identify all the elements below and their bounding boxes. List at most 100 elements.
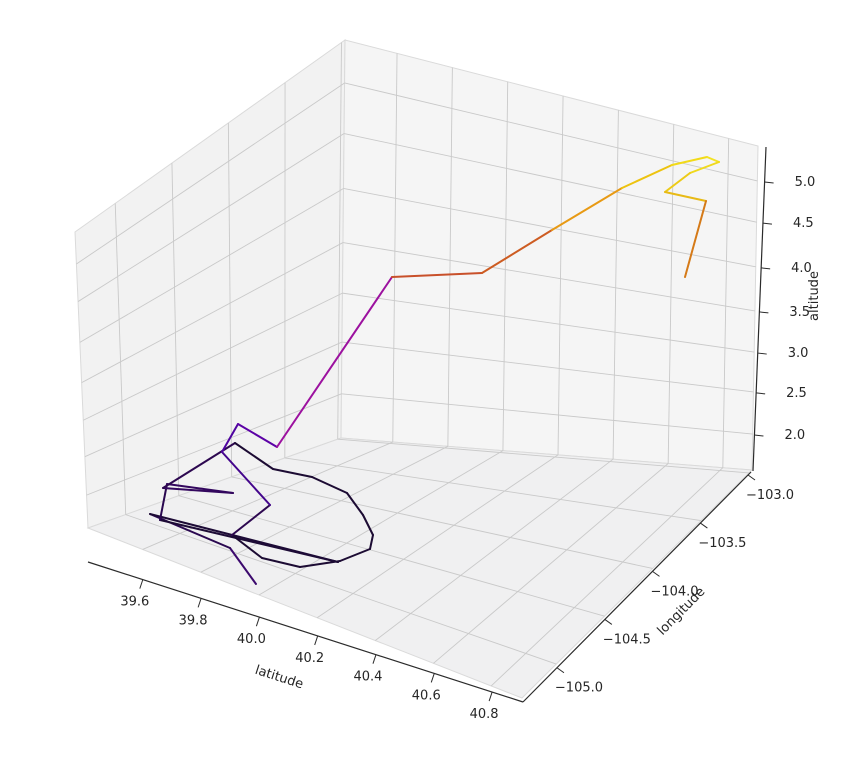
gridline-longitude: [178, 495, 605, 617]
y-tick-mark: [700, 522, 708, 529]
z-tick-label: 4.5: [793, 216, 814, 231]
gridline-altitude: [77, 133, 345, 302]
trajectory-segment: [221, 423, 239, 453]
x-tick-label: 40.8: [470, 707, 499, 722]
z-axis-spine: [752, 146, 767, 472]
trajectory-segment: [234, 442, 274, 470]
x-tick-label: 40.4: [353, 670, 382, 685]
x-tick-label: 40.2: [295, 651, 324, 666]
z-tick-label: 5.0: [795, 175, 816, 190]
trajectory-segment: [339, 548, 371, 562]
z-tick-mark: [756, 392, 766, 395]
x-tick-mark: [430, 673, 435, 683]
gridline-altitude: [83, 292, 343, 421]
gridline-altitude: [342, 242, 756, 312]
z-tick-mark: [761, 267, 771, 270]
gridline-longitude: [284, 457, 702, 522]
x-tick-mark: [314, 635, 319, 646]
gridline-latitude: [502, 81, 509, 451]
x-axis-spine: [87, 561, 524, 703]
y-tick-mark: [604, 619, 613, 625]
gridline-longitude: [231, 476, 653, 569]
gridline-latitude: [200, 445, 449, 573]
z-axis-label: altitude: [807, 271, 822, 321]
trajectory-segment: [221, 451, 271, 506]
gridline-latitude: [490, 467, 724, 687]
y-tick-mark: [652, 570, 660, 577]
z-tick-mark: [759, 311, 769, 314]
gridline-latitude: [557, 95, 564, 455]
gridline-altitude: [84, 341, 343, 458]
trajectory-segment: [231, 534, 263, 559]
z-tick-mark: [757, 352, 767, 355]
x-tick-label: 39.8: [179, 613, 208, 628]
trajectory-segment: [149, 513, 231, 549]
gridline-longitude: [114, 203, 127, 515]
gridline-latitude: [667, 124, 675, 464]
gridline-altitude: [81, 242, 344, 384]
gridline-longitude: [337, 438, 750, 474]
y-tick-label: −104.5: [603, 632, 651, 647]
gridline-altitude: [343, 188, 756, 268]
x-tick-mark: [139, 579, 144, 589]
gridline-longitude: [337, 42, 342, 440]
z-tick-label: 3.5: [789, 305, 810, 320]
gridline-latitude: [447, 67, 453, 447]
trajectory-segment: [299, 560, 341, 568]
gridline-longitude: [171, 163, 180, 496]
trajectory-segment: [481, 229, 553, 274]
gridline-altitude: [344, 82, 758, 182]
gridline-longitude: [227, 122, 233, 477]
y-tick-label: −103.5: [698, 536, 746, 551]
trajectory-segment: [159, 519, 339, 563]
x-tick-mark: [488, 691, 493, 702]
gridline-latitude: [612, 110, 619, 460]
y-tick-mark: [747, 474, 756, 481]
trajectory-segment: [671, 156, 708, 166]
gridline-latitude: [316, 454, 559, 619]
gridline-latitude: [722, 138, 730, 468]
trajectory-segment: [276, 276, 393, 448]
z-tick-mark: [762, 222, 773, 225]
z-tick-label: 4.0: [791, 261, 812, 276]
trajectory-segment: [369, 534, 374, 550]
x-tick-label: 40.6: [412, 688, 441, 703]
gridline-longitude: [125, 514, 557, 665]
trajectory-segment: [551, 187, 623, 231]
gridline-latitude: [142, 441, 393, 550]
trajectory-segment: [689, 161, 720, 174]
trajectory-segment: [159, 483, 168, 521]
trajectory-segment: [362, 514, 374, 536]
gridline-latitude: [258, 450, 504, 596]
z-tick-label: 2.5: [786, 386, 807, 401]
gridline-altitude: [342, 292, 755, 353]
x-tick-label: 39.6: [120, 595, 149, 610]
y-tick-label: −103.0: [746, 488, 794, 503]
x-tick-mark: [372, 654, 377, 664]
x-axis-label: latitude: [253, 663, 305, 693]
z-tick-label: 2.0: [784, 428, 805, 443]
trajectory-segment: [162, 487, 234, 494]
y-tick-mark: [556, 667, 565, 674]
z-tick-mark: [754, 434, 764, 437]
gridline-altitude: [79, 188, 344, 343]
trajectory-segment: [684, 200, 707, 278]
trajectory-segment: [664, 191, 707, 202]
trajectory-segment: [231, 504, 271, 536]
gridline-altitude: [341, 341, 754, 393]
x-tick-label: 40.0: [237, 632, 266, 647]
trajectory-segment: [706, 156, 720, 163]
y-tick-label: −105.0: [555, 681, 603, 696]
x-tick-mark: [255, 617, 260, 627]
trajectory-segment: [272, 468, 313, 478]
trajectory-segment: [346, 492, 364, 516]
trajectory-segment: [664, 172, 691, 193]
gridline-latitude: [375, 458, 614, 641]
gridline-altitude: [343, 133, 757, 223]
gridline-altitude: [341, 393, 753, 435]
z-tick-mark: [764, 181, 774, 184]
y-axis-spine: [522, 471, 752, 703]
gridline-altitude: [76, 82, 345, 265]
